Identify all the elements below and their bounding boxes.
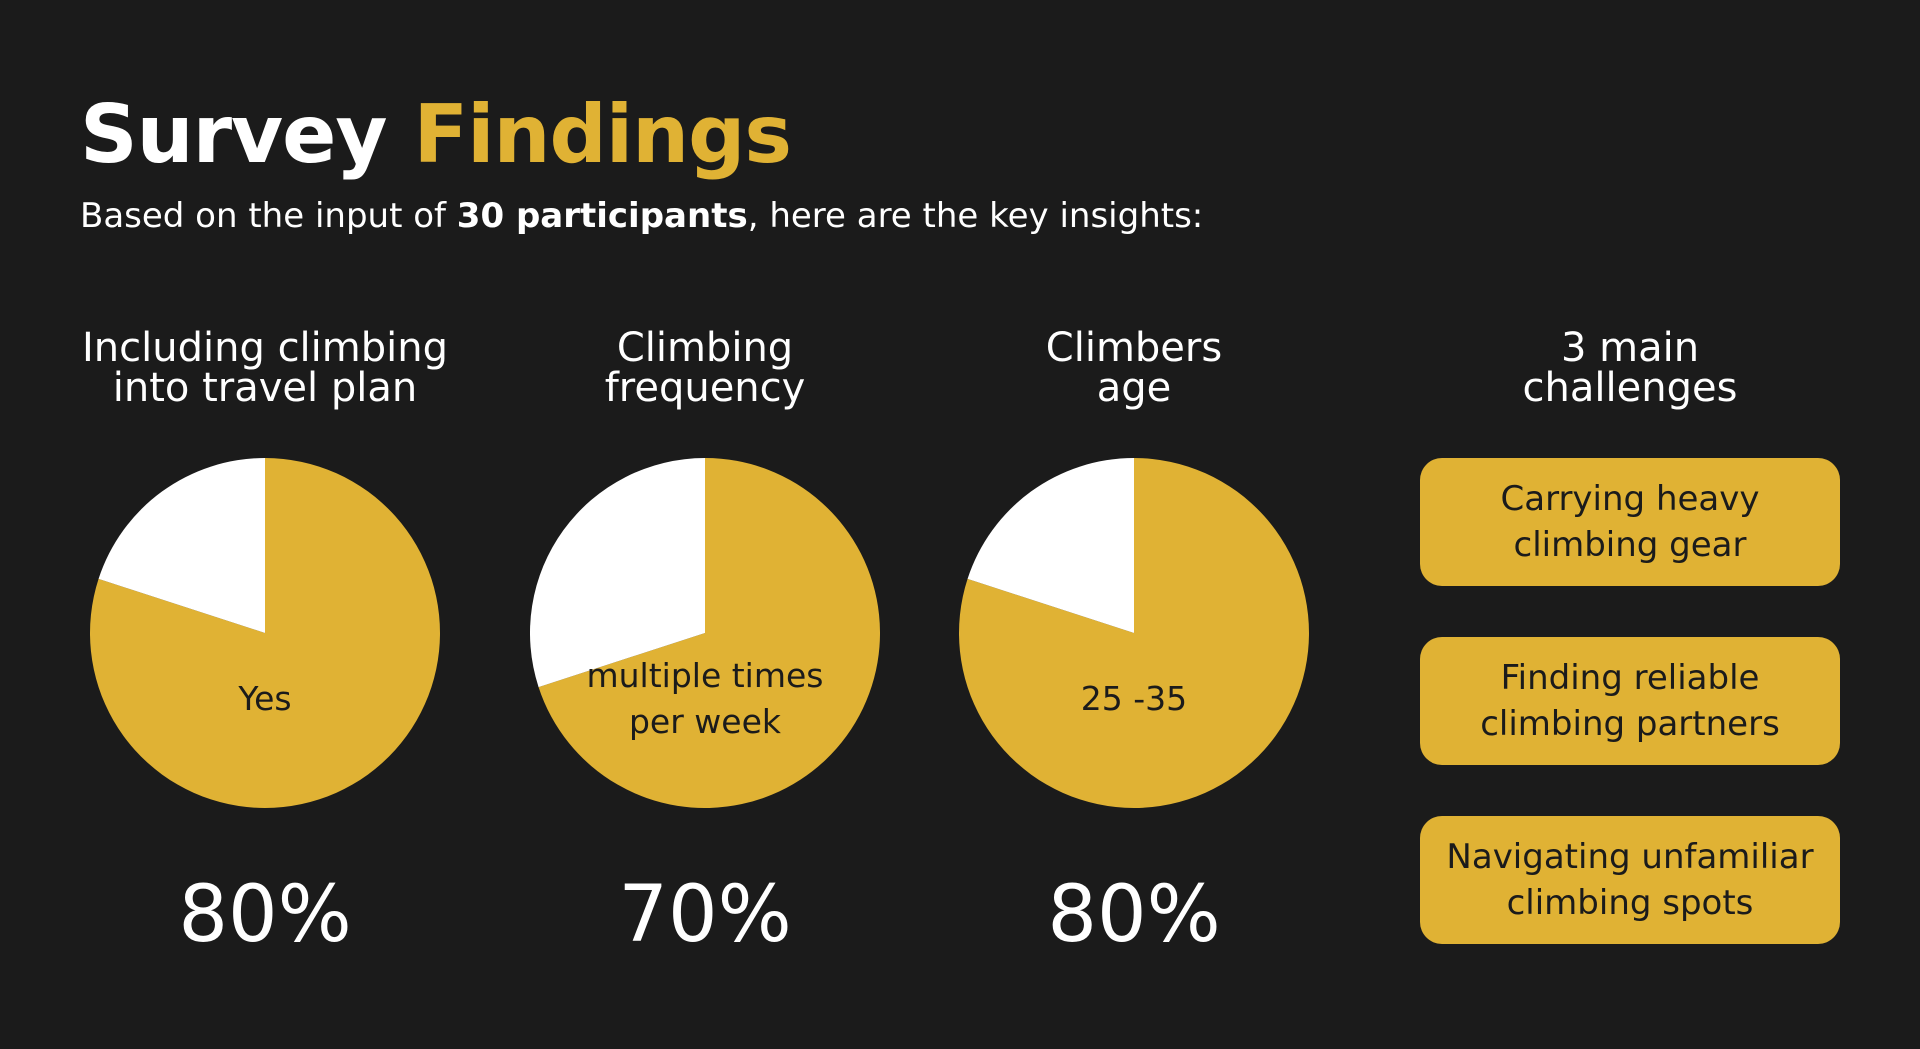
pie-chart-3-label: 25 -35 [959, 676, 1309, 722]
pie-chart-1-label-line-1: Yes [238, 679, 292, 718]
pie-chart-1-label: Yes [90, 676, 440, 722]
challenges-title-line-2: challenges [1522, 365, 1738, 411]
chart-3-title-line-1: Climbers [1045, 325, 1223, 371]
pie-chart-3-label-line-1: 25 -35 [1080, 679, 1188, 718]
chart-1-percentage: 80% [178, 870, 352, 960]
pie-chart-1-svg [90, 458, 440, 808]
challenges-title: 3 main challenges [1420, 328, 1840, 408]
pie-chart-3-svg [959, 458, 1309, 808]
chart-3-title: Climbers age [924, 328, 1344, 408]
challenge-1-line-2: climbing gear [1513, 525, 1747, 565]
subtitle: Based on the input of 30 participants, h… [80, 196, 1203, 236]
chart-2-percentage: 70% [618, 870, 792, 960]
challenge-1-line-1: Carrying heavy [1500, 479, 1760, 519]
chart-3-title-line-2: age [1096, 365, 1172, 411]
pie-chart-2-label-line-1: multiple times [586, 656, 824, 695]
subtitle-suffix: , here are the key insights: [747, 196, 1204, 236]
pie-chart-2-label-line-2: per week [628, 702, 781, 741]
subtitle-prefix: Based on the input of [80, 196, 457, 236]
subtitle-participants: 30 participants [456, 196, 748, 236]
chart-2-title-line-2: frequency [604, 365, 806, 411]
pie-chart-2-label: multiple times per week [530, 653, 880, 745]
pie-chart-3: 25 -35 [959, 458, 1309, 808]
chart-2-title: Climbing frequency [495, 328, 915, 408]
pie-chart-2-svg [530, 458, 880, 808]
challenge-card-2: Finding reliable climbing partners [1420, 637, 1840, 765]
pie-chart-2-slice-2 [530, 458, 705, 688]
chart-1-title-line-1: Including climbing [82, 325, 448, 371]
challenge-2-line-1: Finding reliable [1500, 658, 1760, 698]
pie-chart-2-slice-1 [538, 458, 880, 808]
title-word-survey: Survey [80, 88, 388, 181]
challenge-card-3: Navigating unfamiliar climbing spots [1420, 816, 1840, 944]
challenge-card-1: Carrying heavy climbing gear [1420, 458, 1840, 586]
title-word-findings: Findings [413, 88, 792, 181]
pie-chart-2: multiple times per week [530, 458, 880, 808]
pie-chart-3-slice-2 [967, 458, 1134, 633]
challenges-title-line-1: 3 main [1560, 325, 1700, 371]
challenge-3-line-1: Navigating unfamiliar [1446, 837, 1814, 877]
chart-1-title: Including climbing into travel plan [55, 328, 475, 408]
page-title: Survey Findings [80, 88, 792, 181]
chart-2-title-line-1: Climbing [616, 325, 794, 371]
challenge-2-line-2: climbing partners [1480, 704, 1780, 744]
challenge-3-line-2: climbing spots [1506, 883, 1754, 923]
pie-chart-1: Yes [90, 458, 440, 808]
chart-1-title-line-2: into travel plan [112, 365, 418, 411]
chart-3-percentage: 80% [1047, 870, 1221, 960]
pie-chart-1-slice-2 [98, 458, 265, 633]
